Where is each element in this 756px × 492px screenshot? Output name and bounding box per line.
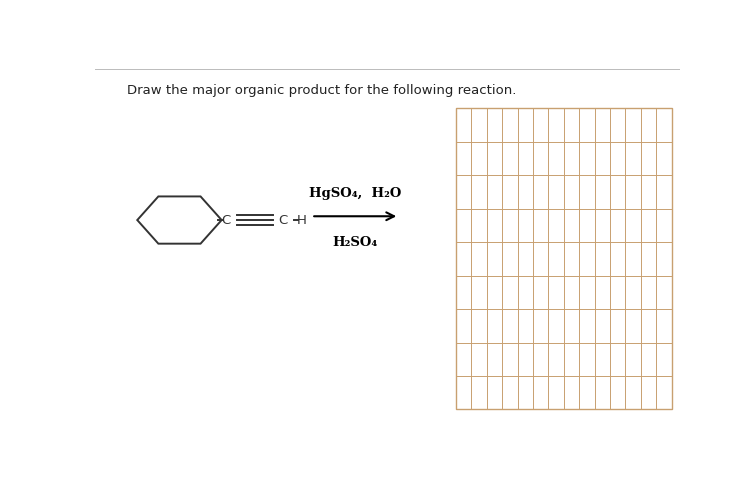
Text: C: C xyxy=(222,214,231,226)
Bar xyxy=(456,108,671,409)
Text: HgSO₄,  H₂O: HgSO₄, H₂O xyxy=(309,187,401,200)
Text: C: C xyxy=(278,214,288,226)
Text: H₂SO₄: H₂SO₄ xyxy=(333,236,378,249)
Text: Draw the major organic product for the following reaction.: Draw the major organic product for the f… xyxy=(127,84,516,96)
Text: H: H xyxy=(296,214,306,226)
